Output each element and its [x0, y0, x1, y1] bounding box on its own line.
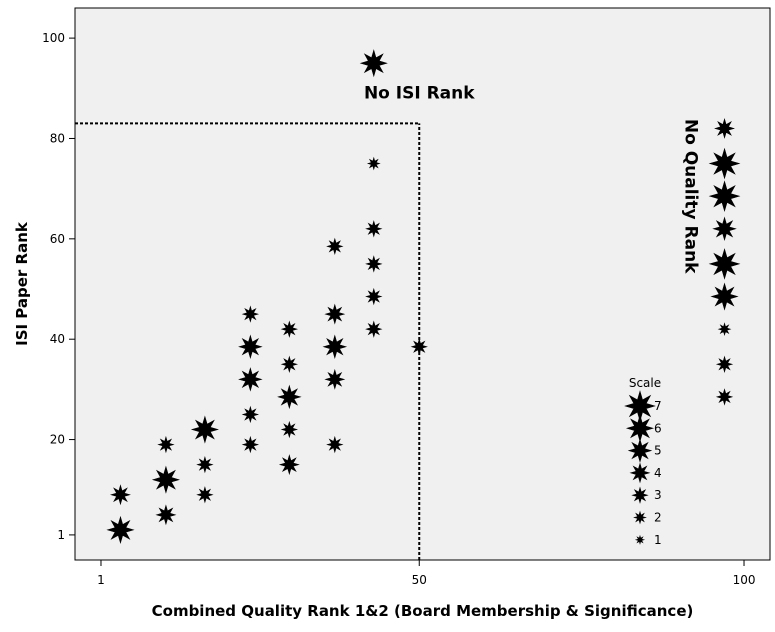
- data-point: [366, 156, 381, 171]
- data-point: [196, 455, 214, 474]
- legend-marker: [625, 414, 655, 443]
- data-point: [280, 420, 299, 439]
- legend-label: 7: [654, 399, 662, 413]
- data-point: [714, 117, 735, 139]
- data-point: [241, 435, 260, 454]
- y-tick-label: 40: [50, 332, 65, 346]
- y-axis-title: ISI Paper Rank: [13, 221, 31, 346]
- data-point: [157, 435, 175, 454]
- y-axis: 1 20 40 60 80 100: [42, 31, 75, 542]
- legend-label: 6: [654, 421, 662, 435]
- data-point: [708, 248, 741, 280]
- data-points: [106, 49, 741, 544]
- data-point: [196, 486, 214, 504]
- data-point: [365, 255, 383, 273]
- data-point: [155, 504, 177, 526]
- data-point: [324, 303, 346, 325]
- y-tick-label: 100: [42, 31, 65, 45]
- data-point: [241, 405, 260, 424]
- data-point: [326, 435, 344, 454]
- data-point: [365, 320, 383, 338]
- data-point: [708, 147, 741, 180]
- legend-label: 1: [654, 533, 662, 547]
- x-tick-label: 50: [412, 573, 427, 587]
- legend-label: 4: [654, 466, 662, 480]
- data-point: [238, 367, 263, 392]
- data-point: [280, 320, 299, 338]
- annotations: No ISI Rank No Quality Rank: [364, 83, 701, 274]
- legend-label: 3: [654, 488, 662, 502]
- data-point: [277, 384, 302, 410]
- legend-marker: [629, 462, 651, 484]
- data-point: [278, 454, 300, 476]
- legend-label: 2: [654, 511, 662, 525]
- data-point: [708, 180, 741, 213]
- plot-area: [74, 7, 771, 561]
- x-axis-title: Combined Quality Rank 1&2 (Board Members…: [152, 602, 694, 620]
- data-point: [106, 515, 135, 544]
- data-point: [715, 388, 734, 406]
- data-point: [365, 220, 383, 238]
- data-point: [710, 282, 739, 311]
- y-tick-label: 1: [57, 528, 65, 542]
- reference-lines: [75, 122, 421, 560]
- legend-marker: [633, 510, 647, 525]
- y-tick-label: 20: [50, 433, 65, 447]
- data-point: [324, 368, 346, 390]
- legend-marker: [627, 438, 653, 463]
- data-point: [410, 338, 428, 356]
- data-point: [238, 334, 263, 359]
- x-axis: 1 50 100: [97, 560, 755, 587]
- annotation-label: No ISI Rank: [364, 83, 475, 103]
- legend-marker: [631, 486, 649, 504]
- data-point: [359, 49, 388, 78]
- data-point: [241, 305, 260, 323]
- data-point: [110, 484, 131, 506]
- legend-label: 5: [654, 444, 662, 458]
- legend-marker: [634, 534, 646, 545]
- y-tick-label: 60: [50, 232, 65, 246]
- y-tick-label: 80: [50, 131, 65, 145]
- x-tick-label: 1: [97, 573, 105, 587]
- legend: Scale 7 6 5 4 3 2 1: [624, 376, 662, 547]
- data-point: [715, 355, 734, 373]
- annotation-label: No Quality Rank: [681, 119, 701, 274]
- data-point: [365, 287, 383, 306]
- x-tick-label: 100: [733, 573, 756, 587]
- legend-title: Scale: [629, 376, 661, 390]
- data-point: [190, 415, 219, 444]
- data-point: [717, 322, 732, 337]
- data-point: [280, 355, 299, 373]
- data-point: [151, 465, 180, 494]
- data-point: [712, 216, 737, 242]
- data-point: [322, 334, 348, 359]
- data-point: [326, 237, 344, 256]
